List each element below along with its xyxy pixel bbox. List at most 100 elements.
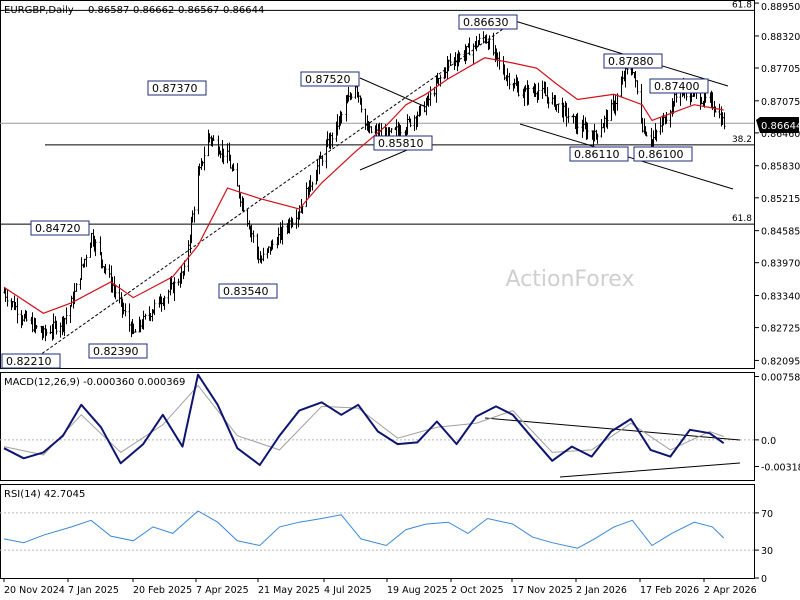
- annotation-label: 0.87370: [147, 80, 207, 96]
- price-bar: [700, 96, 703, 105]
- date-axis: 20 Nov 2024 7 Jan 2025 20 Feb 2025 7 Apr 20…: [3, 578, 757, 596]
- y-tick-label: 0.88320: [761, 32, 800, 43]
- ohlc-high: 0.86662: [133, 5, 174, 16]
- price-bar: [524, 84, 527, 92]
- price-bar: [232, 163, 235, 171]
- current-price-marker: 0.86644: [756, 117, 800, 133]
- price-bar: [288, 217, 291, 234]
- price-bar: [291, 218, 294, 228]
- price-bar: [634, 71, 637, 88]
- annotation-label: 0.85810: [373, 135, 433, 151]
- annotation-label: 0.87400: [649, 78, 709, 94]
- x-tick-label: 2 Oct 2025: [451, 585, 504, 596]
- price-bar: [85, 254, 88, 267]
- price-bar: [652, 130, 655, 148]
- y-tick-label: 0.87075: [761, 97, 800, 108]
- price-bar: [567, 107, 570, 123]
- price-bar: [350, 93, 353, 100]
- price-bar: [309, 175, 312, 192]
- x-tick-label: 2 Apr 2026: [704, 585, 757, 596]
- price-bar: [669, 109, 672, 128]
- ohlc-low: 0.86567: [178, 5, 219, 16]
- y-tick-label: 70: [761, 509, 773, 520]
- price-bar: [139, 319, 142, 333]
- price-bar: [429, 86, 432, 106]
- price-bar: [31, 312, 34, 333]
- price-bar: [173, 277, 176, 301]
- svg-text:0.82210: 0.82210: [6, 355, 52, 368]
- price-bar: [45, 328, 48, 336]
- svg-text:0.87400: 0.87400: [654, 80, 700, 93]
- price-bar: [454, 52, 457, 67]
- rsi-line: [3, 510, 725, 549]
- annotation-label: 0.86630: [458, 14, 518, 30]
- price-bar: [482, 31, 485, 44]
- price-bar: [492, 32, 495, 56]
- price-bar: [409, 118, 412, 128]
- price-bar: [541, 80, 544, 99]
- price-bar: [170, 276, 173, 290]
- price-bar: [239, 193, 242, 207]
- price-bar: [83, 258, 86, 268]
- price-bar: [49, 325, 52, 335]
- x-tick-label: 17 Nov 2025: [512, 585, 573, 596]
- price-bar: [340, 111, 343, 124]
- price-bar: [75, 282, 78, 292]
- price-bar: [331, 132, 334, 148]
- y-tick-label: 0.82095: [761, 356, 800, 367]
- price-bar: [606, 110, 609, 129]
- price-bar: [447, 59, 450, 72]
- y-tick-label: 0.85215: [761, 194, 800, 205]
- uptrend-dashed-line: [29, 23, 511, 363]
- svg-text:0.85810: 0.85810: [378, 137, 424, 150]
- macd-lower-trendline: [559, 462, 741, 478]
- price-bar: [153, 299, 156, 316]
- price-bar: [134, 328, 137, 333]
- macd-signal-line: [3, 384, 724, 456]
- annotation-label: 0.86110: [569, 146, 629, 162]
- svg-text:0.86100: 0.86100: [638, 148, 684, 161]
- ohlc-open: 0.86587: [88, 5, 129, 16]
- price-bar: [80, 257, 83, 280]
- price-title: EURGBP,Daily 0.86587 0.86662 0.86567 0.8…: [4, 5, 264, 16]
- price-bar: [527, 84, 530, 105]
- price-bar: [177, 278, 180, 286]
- price-bar: [662, 112, 665, 126]
- y-tick-label: 0.86460: [761, 129, 800, 140]
- price-bar: [35, 324, 38, 329]
- price-bar: [52, 313, 55, 340]
- price-bar: [347, 86, 350, 102]
- annotation-label: 0.82210: [1, 353, 61, 369]
- price-bar: [437, 77, 440, 86]
- x-tick-label: 7 Jan 2025: [68, 585, 119, 596]
- price-bar: [478, 33, 481, 45]
- price-bar: [506, 68, 509, 86]
- price-bar: [219, 150, 222, 159]
- price-bar: [180, 265, 183, 284]
- price-bar: [488, 35, 491, 50]
- price-annotations: 0.86630 0.87880 0.87400 0.87370 0.87520 …: [1, 14, 709, 369]
- y-tick-label: 0.85830: [761, 162, 800, 173]
- svg-text:0.86110: 0.86110: [574, 148, 620, 161]
- y-tick-label: 0: [761, 574, 767, 585]
- price-bar: [423, 101, 426, 113]
- price-bar: [246, 209, 249, 227]
- svg-text:0.84720: 0.84720: [35, 222, 81, 235]
- price-bar: [665, 112, 668, 124]
- svg-text:0.87520: 0.87520: [305, 73, 351, 86]
- price-bar: [142, 310, 145, 330]
- macd-title: MACD(12,26,9) -0.000360 0.000369: [4, 377, 185, 388]
- y-tick-label: 0.84585: [761, 227, 800, 238]
- price-bar: [229, 154, 232, 169]
- price-bar: [586, 122, 589, 140]
- price-bar: [645, 131, 648, 137]
- y-tick-label: 30: [761, 546, 773, 557]
- x-tick-label: 17 Feb 2026: [640, 585, 699, 596]
- price-bar: [242, 197, 245, 212]
- price-bar: [475, 36, 478, 52]
- x-tick-label: 19 Aug 2025: [387, 585, 448, 596]
- price-bar: [329, 132, 332, 150]
- x-tick-label: 20 Feb 2025: [133, 585, 192, 596]
- price-bar: [513, 78, 516, 89]
- price-bar: [70, 295, 73, 307]
